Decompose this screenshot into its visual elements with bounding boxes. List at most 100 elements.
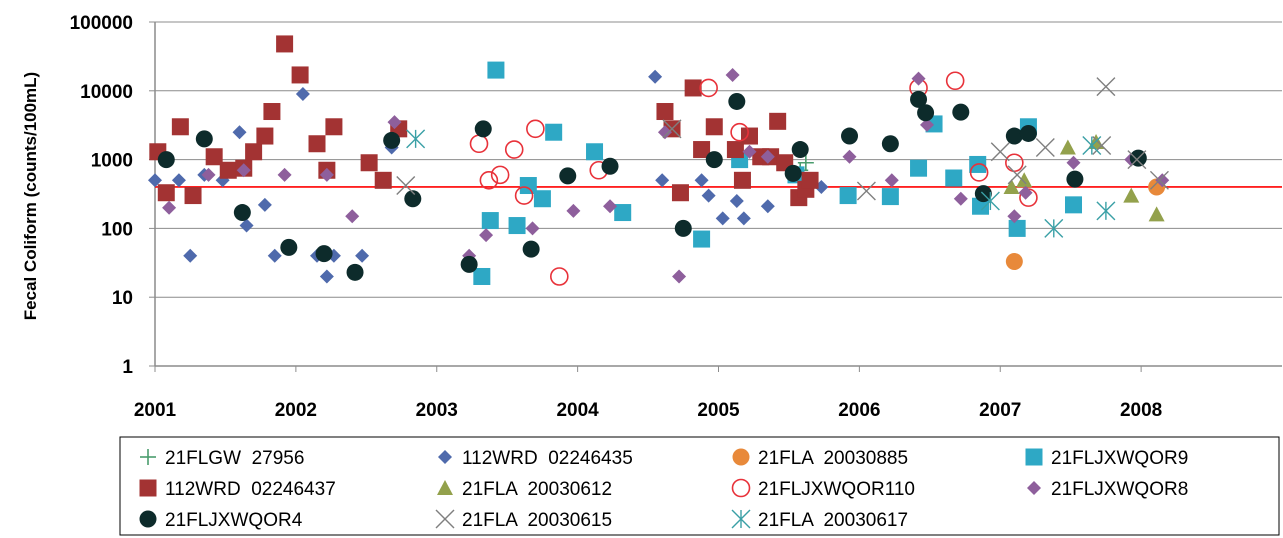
data-point — [487, 61, 505, 79]
data-point — [1007, 165, 1027, 185]
data-point — [601, 157, 619, 175]
data-point — [256, 127, 274, 145]
data-point — [319, 167, 334, 182]
data-point — [1044, 218, 1064, 238]
data-point — [1123, 187, 1140, 203]
legend-item: 21FLJXWQOR4 — [139, 510, 303, 531]
data-point — [725, 67, 740, 82]
data-point — [383, 131, 401, 149]
data-points — [148, 35, 1170, 286]
data-point — [239, 218, 254, 233]
legend-item: 21FLA 20030615 — [435, 509, 612, 531]
legend-item: 21FLA 20030885 — [732, 448, 908, 469]
data-point — [525, 221, 540, 236]
data-point — [1005, 253, 1023, 271]
data-point — [733, 171, 751, 189]
data-point — [474, 120, 492, 138]
legend-marker — [139, 510, 157, 528]
data-point — [183, 248, 198, 263]
legend-item: 21FLA 20030612 — [437, 479, 612, 500]
data-point — [657, 125, 672, 140]
data-point — [662, 119, 682, 139]
x-tick-label: 2002 — [275, 400, 317, 421]
data-point — [1019, 124, 1037, 142]
data-point — [148, 173, 162, 188]
data-point — [295, 86, 310, 101]
legend-marker — [435, 509, 455, 529]
data-point — [919, 117, 934, 132]
legend-label: 21FLA 20030617 — [758, 510, 908, 531]
data-point — [1018, 185, 1033, 200]
legend-label: 112WRD 02246435 — [462, 448, 633, 469]
data-point — [705, 118, 723, 136]
legend-item: 21FLJXWQOR110 — [731, 478, 915, 500]
data-point — [769, 112, 787, 130]
data-point — [736, 211, 751, 226]
data-point — [533, 190, 551, 208]
data-point — [481, 212, 499, 230]
data-point — [1155, 173, 1170, 188]
data-point — [953, 191, 968, 206]
legend-marker — [1025, 448, 1043, 466]
data-point — [1066, 170, 1084, 188]
data-point — [1065, 196, 1083, 214]
legend-item: 112WRD 02246437 — [139, 479, 336, 500]
data-point — [586, 143, 604, 161]
legend-marker — [140, 449, 156, 465]
data-point — [684, 79, 702, 97]
data-point — [917, 104, 935, 122]
data-point — [672, 269, 687, 284]
data-point — [729, 194, 744, 209]
data-point — [1003, 178, 1020, 194]
data-point — [715, 211, 730, 226]
legend-label: 21FLJXWQOR9 — [1051, 448, 1188, 469]
data-point — [1127, 150, 1147, 170]
data-point — [171, 173, 186, 188]
data-point — [1096, 201, 1116, 221]
data-point — [911, 71, 926, 86]
y-tick-label: 10000 — [80, 82, 133, 103]
data-point — [694, 173, 709, 188]
data-point — [201, 167, 216, 182]
data-point — [726, 141, 744, 159]
data-point — [315, 245, 333, 263]
data-point — [325, 118, 343, 136]
x-tick-label: 2006 — [838, 400, 880, 421]
series-6 — [469, 71, 1038, 286]
legend-label: 21FLA 20030885 — [758, 448, 908, 469]
data-point — [693, 141, 711, 159]
data-point — [276, 35, 294, 53]
data-point — [1148, 206, 1165, 222]
data-point — [881, 135, 899, 153]
data-point — [699, 78, 718, 98]
legend-marker — [731, 509, 751, 529]
data-point — [1082, 136, 1102, 156]
data-point — [280, 238, 298, 256]
data-point — [705, 151, 723, 169]
data-point — [603, 199, 618, 214]
data-point — [559, 167, 577, 185]
data-point — [1007, 209, 1022, 224]
series-9 — [396, 77, 1169, 201]
data-point — [550, 267, 569, 286]
data-point — [1066, 155, 1081, 170]
x-tick-label: 2001 — [134, 400, 177, 421]
data-point — [232, 125, 247, 140]
y-tick-label: 100 — [101, 219, 133, 240]
data-point — [195, 130, 213, 148]
y-tick-label: 100000 — [70, 13, 133, 34]
data-point — [479, 171, 499, 190]
series-10 — [406, 129, 1116, 238]
data-point — [245, 143, 263, 161]
data-point — [205, 148, 223, 166]
legend-item: 21FLJXWQOR9 — [1025, 448, 1188, 469]
data-point — [856, 181, 876, 201]
data-point — [760, 199, 775, 214]
legend-label: 21FLJXWQOR110 — [758, 479, 915, 500]
data-point — [839, 187, 857, 205]
data-point — [656, 103, 674, 121]
data-point — [374, 171, 392, 189]
data-point — [460, 255, 478, 273]
data-point — [969, 163, 989, 182]
